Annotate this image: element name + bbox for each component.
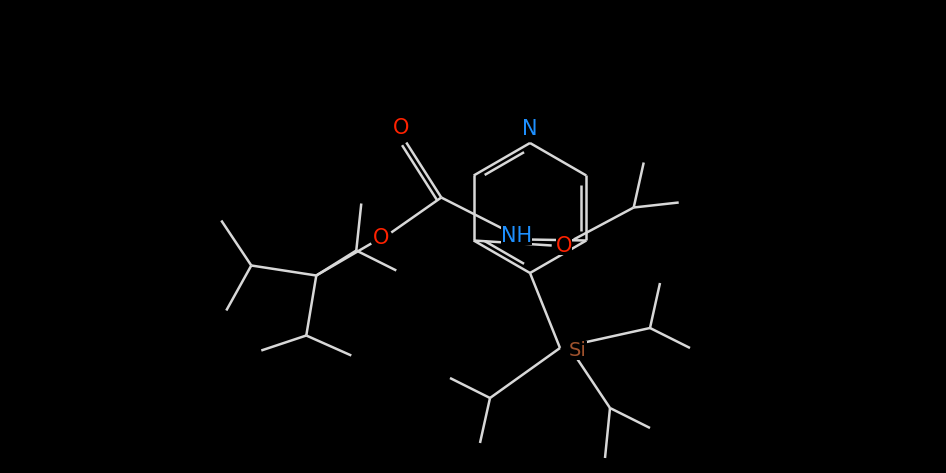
Text: O: O: [555, 236, 572, 255]
Text: O: O: [394, 119, 410, 139]
Text: Si: Si: [569, 341, 587, 359]
Text: N: N: [522, 119, 537, 139]
Text: O: O: [373, 228, 390, 247]
Text: NH: NH: [500, 226, 532, 245]
